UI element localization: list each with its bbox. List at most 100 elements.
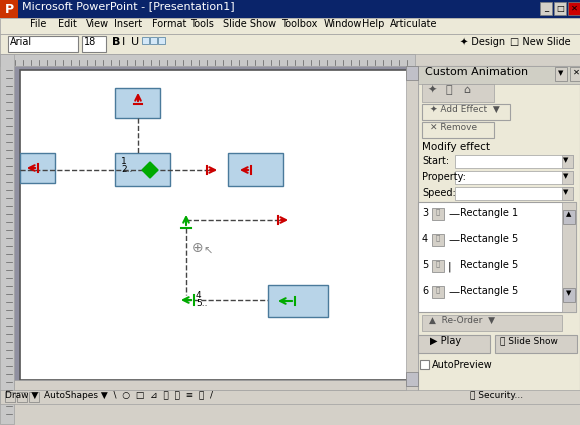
Bar — [432, 260, 444, 272]
Text: ▼: ▼ — [566, 290, 572, 296]
Text: ⌂: ⌂ — [463, 85, 470, 95]
Text: ✦ Design: ✦ Design — [460, 37, 505, 47]
Text: Slide Show: Slide Show — [223, 19, 276, 29]
Bar — [0, 390, 580, 404]
Polygon shape — [142, 162, 158, 178]
Text: Rectangle 5: Rectangle 5 — [460, 234, 519, 244]
Text: ⏱: ⏱ — [446, 85, 452, 95]
Text: □ New Slide: □ New Slide — [510, 37, 571, 47]
Text: ✦ Add Effect  ▼: ✦ Add Effect ▼ — [430, 105, 500, 114]
Bar — [82, 36, 106, 52]
Bar — [418, 66, 580, 396]
Bar — [562, 155, 573, 168]
Bar — [29, 392, 39, 402]
Text: ▼: ▼ — [563, 157, 568, 163]
Text: Tools: Tools — [190, 19, 214, 29]
Bar — [406, 372, 418, 386]
Text: P: P — [5, 3, 13, 15]
Text: ✕ Remove: ✕ Remove — [430, 123, 477, 132]
Text: 🐾: 🐾 — [436, 286, 440, 292]
Bar — [420, 360, 429, 369]
Text: Custom Animation: Custom Animation — [425, 67, 528, 77]
Text: Arial: Arial — [10, 37, 32, 47]
Text: Speed:: Speed: — [422, 188, 456, 198]
Bar — [8, 36, 78, 52]
Text: Insert: Insert — [114, 19, 142, 29]
Text: Rectangle 5: Rectangle 5 — [460, 286, 519, 296]
Bar — [432, 208, 444, 220]
Bar — [20, 153, 55, 183]
Text: ▼: ▼ — [563, 189, 568, 195]
Text: 4: 4 — [196, 291, 202, 300]
Bar — [5, 392, 15, 402]
Bar — [422, 84, 494, 102]
Bar — [228, 153, 283, 186]
Text: Start:: Start: — [422, 156, 449, 166]
Bar — [432, 234, 444, 246]
Text: Articulate: Articulate — [390, 19, 437, 29]
Bar — [14, 66, 418, 386]
Text: U: U — [131, 37, 139, 47]
Bar — [0, 34, 580, 54]
Bar — [455, 155, 573, 168]
Text: File: File — [30, 19, 46, 29]
Text: |: | — [448, 261, 452, 272]
Bar — [17, 392, 27, 402]
Bar — [568, 2, 580, 15]
Text: ✦: ✦ — [428, 85, 437, 95]
Bar — [554, 2, 566, 15]
Text: 3: 3 — [422, 208, 428, 218]
Bar — [455, 187, 573, 200]
Text: ▼: ▼ — [563, 173, 568, 179]
Bar — [495, 335, 577, 353]
Bar — [142, 37, 149, 44]
Text: 18: 18 — [84, 37, 96, 47]
Text: 5..: 5.. — [196, 299, 208, 308]
Text: 6: 6 — [422, 286, 428, 296]
Bar — [406, 66, 418, 386]
Bar — [0, 0, 580, 18]
Text: Help: Help — [362, 19, 385, 29]
Text: Toolbox: Toolbox — [281, 19, 317, 29]
Bar — [0, 0, 18, 18]
Bar — [20, 70, 415, 380]
Text: ▲: ▲ — [566, 211, 572, 217]
Bar — [14, 380, 406, 390]
Bar — [455, 171, 573, 184]
Text: ✕: ✕ — [572, 68, 579, 77]
Text: Microsoft PowerPoint - [Presentation1]: Microsoft PowerPoint - [Presentation1] — [22, 1, 235, 11]
Text: —: — — [448, 235, 459, 245]
Text: Modify effect: Modify effect — [422, 142, 490, 152]
Bar — [115, 88, 160, 118]
Bar — [158, 37, 165, 44]
Bar — [0, 54, 14, 424]
Text: ▼: ▼ — [559, 70, 564, 76]
Bar — [418, 66, 580, 84]
Bar — [150, 37, 157, 44]
Bar — [0, 18, 580, 34]
Text: —: — — [448, 209, 459, 219]
Bar — [562, 171, 573, 184]
Text: ⊕: ⊕ — [192, 241, 204, 255]
Text: 🖥 Slide Show: 🖥 Slide Show — [500, 336, 558, 345]
Text: ▲  Re-Order  ▼: ▲ Re-Order ▼ — [429, 316, 495, 325]
Text: ↖: ↖ — [204, 247, 213, 257]
Bar — [555, 67, 567, 81]
Bar — [418, 335, 490, 353]
Text: AutoPreview: AutoPreview — [432, 360, 493, 370]
Text: _: _ — [544, 3, 548, 12]
Bar — [563, 210, 575, 224]
Bar — [432, 286, 444, 298]
Text: 1: 1 — [121, 157, 127, 166]
Text: Rectangle 1: Rectangle 1 — [460, 208, 518, 218]
Text: Draw ▼  AutoShapes ▼  \  ○  □  ⊿  🔷  📷  ≡  🎨  /: Draw ▼ AutoShapes ▼ \ ○ □ ⊿ 🔷 📷 ≡ 🎨 / — [5, 391, 213, 400]
Text: 🐾: 🐾 — [436, 234, 440, 241]
Text: 5: 5 — [422, 260, 428, 270]
Text: Rectangle 5: Rectangle 5 — [460, 260, 519, 270]
Bar — [418, 202, 576, 312]
Text: B: B — [112, 37, 121, 47]
Bar — [422, 122, 494, 138]
Text: —: — — [448, 287, 459, 297]
Bar — [562, 187, 573, 200]
Bar — [563, 288, 575, 302]
